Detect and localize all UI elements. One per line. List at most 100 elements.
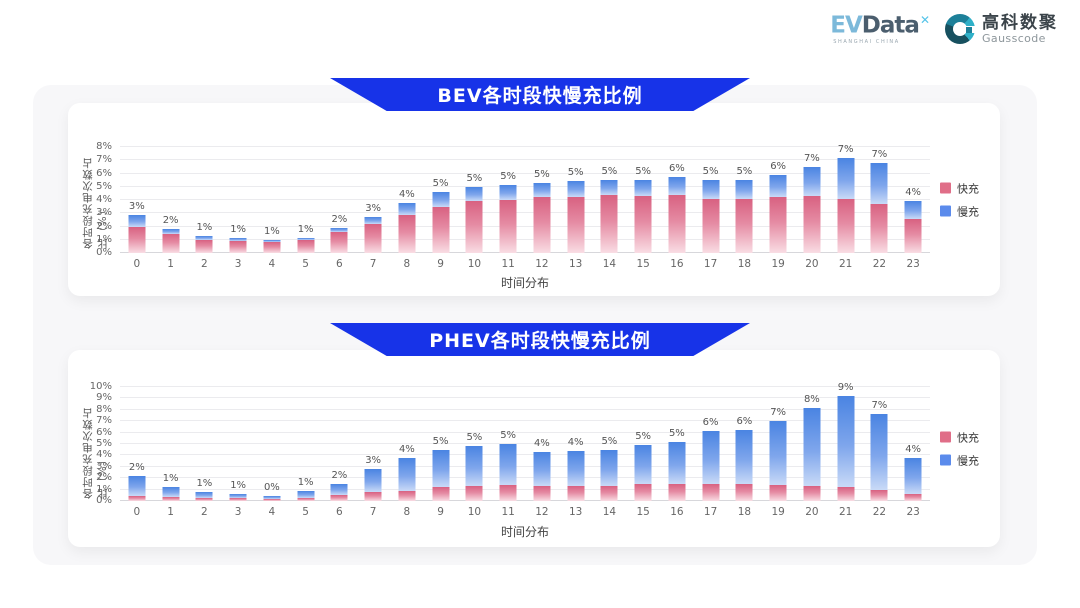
bar-hour-6 xyxy=(330,483,348,501)
bar-hour-3 xyxy=(229,238,247,253)
bar-value-label: 4% xyxy=(398,443,415,455)
fast-charge-segment xyxy=(735,198,753,253)
y-tick-label: 0% xyxy=(96,495,112,506)
x-tick-label: 16 xyxy=(670,506,684,518)
y-tick-label: 6% xyxy=(96,426,112,438)
bar-value-label: 8% xyxy=(803,393,820,405)
bar-value-label: 5% xyxy=(668,427,685,439)
slow-charge-segment xyxy=(195,235,213,240)
bar-hour-0 xyxy=(128,475,146,501)
bar-hour-21 xyxy=(837,396,855,501)
bar-hour-22 xyxy=(870,414,888,501)
slow-charge-segment xyxy=(533,451,551,487)
bar-value-label: 6% xyxy=(702,417,719,429)
fast-charge-segment xyxy=(634,483,652,501)
bar-hour-5 xyxy=(297,237,315,253)
gridline xyxy=(120,386,930,387)
bar-value-label: 5% xyxy=(635,431,652,443)
bar-value-label: 1% xyxy=(297,223,314,235)
bar-hour-18 xyxy=(735,180,753,253)
fast-charge-segment xyxy=(702,198,720,253)
fast-charge-segment xyxy=(803,196,821,253)
bar-hour-0 xyxy=(128,214,146,253)
y-tick-label: 1% xyxy=(96,233,112,245)
bar-value-label: 7% xyxy=(871,148,888,160)
bar-hour-22 xyxy=(870,162,888,253)
fast-charge-segment xyxy=(263,498,281,501)
slow-charge-segment xyxy=(567,450,585,487)
slow-charge-segment xyxy=(634,445,652,484)
bar-value-label: 5% xyxy=(500,430,517,441)
y-tick-label: 4% xyxy=(96,194,112,205)
y-tick-label: 3% xyxy=(96,460,112,472)
fast-charge-segment xyxy=(702,483,720,501)
legend-label: 快充 xyxy=(957,431,979,444)
gridline xyxy=(120,252,930,253)
bar-value-label: 2% xyxy=(331,469,348,481)
slow-charge-segment xyxy=(735,430,753,484)
bar-value-label: 4% xyxy=(905,187,922,199)
x-tick-label: 12 xyxy=(535,506,549,518)
bar-value-label: 1% xyxy=(196,221,213,233)
fast-charge-segment xyxy=(195,497,213,501)
gridline xyxy=(120,146,930,147)
fast-charge-segment xyxy=(769,485,787,501)
y-tick-label: 2% xyxy=(96,220,112,232)
bar-value-label: 2% xyxy=(162,214,179,226)
bar-hour-6 xyxy=(330,227,348,253)
gridline xyxy=(120,397,930,399)
y-axis-labels: 0% 1% 2% 3% 4% 5% 6% 7% 8% 9% 10% xyxy=(68,381,116,506)
gridline xyxy=(120,488,930,490)
fast-charge-segment xyxy=(668,194,686,253)
bar-hour-20 xyxy=(803,166,821,253)
bar-value-label: 5% xyxy=(635,166,652,178)
x-tick-label: 21 xyxy=(838,258,853,270)
bar-value-label: 1% xyxy=(263,226,280,238)
slow-charge-segment xyxy=(769,421,787,486)
legend-label: 快充 xyxy=(957,182,979,195)
slow-charge-segment xyxy=(229,494,247,499)
x-tick-label: 23 xyxy=(906,506,920,518)
bar-hour-20 xyxy=(803,407,821,501)
x-tick-label: 9 xyxy=(437,506,444,518)
fast-charge-segment xyxy=(600,486,618,501)
slow-charge-segment xyxy=(162,487,180,497)
x-tick-label: 0 xyxy=(133,506,141,518)
x-tick-label: 15 xyxy=(636,506,650,518)
fast-charge-segment xyxy=(769,197,787,253)
fast-charge-segment xyxy=(870,489,888,501)
gridline xyxy=(120,238,930,240)
x-tick-label: 22 xyxy=(872,506,887,518)
fast-charge-segment xyxy=(567,486,585,501)
legend-swatch xyxy=(940,431,951,443)
bar-hour-13 xyxy=(567,450,585,501)
legend-item-快充: 快充 xyxy=(940,180,979,196)
bar-value-label: 3% xyxy=(365,203,382,215)
gridline xyxy=(120,225,930,227)
x-tick-label: 18 xyxy=(737,258,752,270)
fast-charge-segment xyxy=(128,226,146,253)
x-tick-label: 14 xyxy=(602,258,617,270)
gridline xyxy=(120,420,930,422)
bar-value-label: 1% xyxy=(162,473,179,485)
x-tick-label: 13 xyxy=(568,506,583,518)
gridline xyxy=(120,500,930,501)
x-tick-label: 5 xyxy=(302,258,309,270)
bar-hour-8 xyxy=(398,457,416,501)
fast-charge-segment xyxy=(195,239,213,253)
fast-charge-segment xyxy=(533,197,551,253)
fast-charge-segment xyxy=(499,485,517,501)
slow-charge-segment xyxy=(297,491,315,498)
bar-value-label: 5% xyxy=(466,432,483,444)
fast-charge-segment xyxy=(229,498,247,501)
gridline xyxy=(120,159,930,161)
gridline xyxy=(120,465,930,467)
x-tick-label: 10 xyxy=(467,506,482,518)
slow-charge-segment xyxy=(769,174,787,198)
bar-value-label: 6% xyxy=(736,416,753,428)
y-tick-label: 7% xyxy=(96,415,112,427)
bar-value-label: 5% xyxy=(702,166,719,178)
y-tick-label: 8% xyxy=(96,141,112,152)
x-tick-label: 6 xyxy=(336,258,343,270)
slow-charge-segment xyxy=(870,162,888,204)
